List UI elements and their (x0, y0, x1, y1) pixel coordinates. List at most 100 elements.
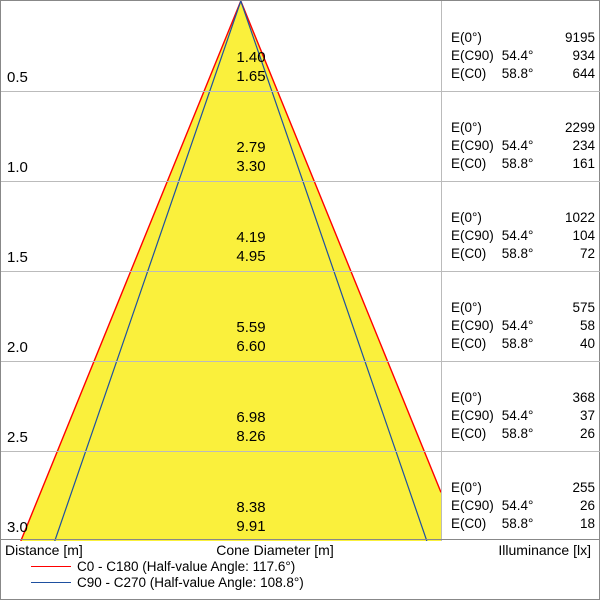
diameter-labels: 2.793.30 (201, 139, 301, 177)
chart-area: 0.51.401.65E(0°)9195E(C90)54.4°934E(C0)5… (1, 1, 600, 541)
illum-value: 104 (546, 227, 595, 245)
illum-angle: 58.8° (502, 155, 547, 173)
axis-label-diameter: Cone Diameter [m] (125, 542, 425, 558)
grid-row (1, 181, 600, 182)
diam-c90: 1.40 (201, 49, 301, 68)
distance-label: 2.5 (7, 429, 28, 446)
grid-row (1, 451, 600, 452)
diameter-labels: 1.401.65 (201, 49, 301, 87)
illum-value: 934 (546, 47, 595, 65)
illum-key: E(C90) (451, 497, 502, 515)
illuminance-block: E(0°) 368 E(C90)54.4°37 E(C0)58.8°26 (451, 389, 595, 444)
diam-c0: 3.30 (201, 158, 301, 177)
grid-row (1, 91, 600, 92)
illum-angle (502, 119, 547, 137)
illum-key: E(0°) (451, 29, 502, 47)
legend-c90: C90 - C270 (Half-value Angle: 108.8°) (5, 575, 597, 590)
axis-label-illuminance: Illuminance [lx] (425, 542, 597, 558)
illum-value: 26 (546, 497, 595, 515)
illum-key: E(C0) (451, 335, 502, 353)
illuminance-block: E(0°) 2299 E(C90)54.4°234 E(C0)58.8°161 (451, 119, 595, 174)
illum-key: E(0°) (451, 299, 502, 317)
illuminance-block: E(0°) 1022 E(C90)54.4°104 E(C0)58.8°72 (451, 209, 595, 264)
illum-angle: 54.4° (502, 317, 547, 335)
illum-angle: 58.8° (502, 425, 547, 443)
grid-row (1, 361, 600, 362)
legend-swatch-c90 (31, 582, 71, 583)
illum-key: E(0°) (451, 209, 502, 227)
illum-angle (502, 29, 547, 47)
illum-value: 9195 (546, 29, 595, 47)
illum-angle: 58.8° (502, 65, 547, 83)
illum-value: 1022 (546, 209, 595, 227)
illum-value: 644 (546, 65, 595, 83)
illum-angle (502, 479, 547, 497)
distance-label: 2.0 (7, 339, 28, 356)
illum-value: 575 (546, 299, 595, 317)
diameter-labels: 8.389.91 (201, 499, 301, 537)
diam-c90: 4.19 (201, 229, 301, 248)
diam-c90: 6.98 (201, 409, 301, 428)
distance-label: 1.5 (7, 249, 28, 266)
illum-value: 161 (546, 155, 595, 173)
illum-value: 72 (546, 245, 595, 263)
diam-c0: 4.95 (201, 248, 301, 267)
illum-value: 37 (546, 407, 595, 425)
illum-key: E(C90) (451, 227, 502, 245)
legend-swatch-c0 (31, 566, 71, 567)
illum-angle (502, 209, 547, 227)
illum-angle: 54.4° (502, 497, 547, 515)
diameter-labels: 4.194.95 (201, 229, 301, 267)
diam-c90: 8.38 (201, 499, 301, 518)
diam-c0: 1.65 (201, 68, 301, 87)
illum-angle: 54.4° (502, 227, 547, 245)
diam-c0: 6.60 (201, 338, 301, 357)
illum-key: E(C90) (451, 317, 502, 335)
illum-key: E(0°) (451, 479, 502, 497)
illum-angle: 58.8° (502, 515, 547, 533)
illum-key: E(0°) (451, 389, 502, 407)
illum-value: 368 (546, 389, 595, 407)
illum-angle: 54.4° (502, 137, 547, 155)
illum-value: 18 (546, 515, 595, 533)
illum-key: E(C90) (451, 407, 502, 425)
diameter-labels: 6.988.26 (201, 409, 301, 447)
illum-angle: 54.4° (502, 407, 547, 425)
illum-key: E(C0) (451, 245, 502, 263)
distance-label: 0.5 (7, 69, 28, 86)
diam-c0: 8.26 (201, 428, 301, 447)
footer: Distance [m] Cone Diameter [m] Illuminan… (1, 539, 600, 599)
illum-angle (502, 389, 547, 407)
legend-label-c90: C90 - C270 (Half-value Angle: 108.8°) (77, 575, 304, 590)
grid-row (1, 271, 600, 272)
illum-key: E(C90) (451, 47, 502, 65)
illum-angle: 58.8° (502, 335, 547, 353)
illum-key: E(0°) (451, 119, 502, 137)
illum-value: 58 (546, 317, 595, 335)
illum-value: 2299 (546, 119, 595, 137)
illum-key: E(C0) (451, 155, 502, 173)
illuminance-block: E(0°)9195E(C90)54.4°934E(C0)58.8°644 (451, 29, 595, 84)
illum-key: E(C90) (451, 137, 502, 155)
illuminance-block: E(0°) 575 E(C90)54.4°58 E(C0)58.8°40 (451, 299, 595, 354)
illum-key: E(C0) (451, 515, 502, 533)
illum-value: 40 (546, 335, 595, 353)
illuminance-block: E(0°) 255 E(C90)54.4°26 E(C0)58.8°18 (451, 479, 595, 534)
illum-angle (502, 299, 547, 317)
cone-diagram-container: 0.51.401.65E(0°)9195E(C90)54.4°934E(C0)5… (0, 0, 600, 600)
diam-c90: 2.79 (201, 139, 301, 158)
diameter-labels: 5.596.60 (201, 319, 301, 357)
illum-value: 255 (546, 479, 595, 497)
diam-c0: 9.91 (201, 518, 301, 537)
illum-angle: 58.8° (502, 245, 547, 263)
illum-key: E(C0) (451, 425, 502, 443)
illum-value: 26 (546, 425, 595, 443)
illum-key: E(C0) (451, 65, 502, 83)
axis-label-distance: Distance [m] (5, 542, 125, 558)
distance-label: 3.0 (7, 519, 28, 536)
illum-value: 234 (546, 137, 595, 155)
diam-c90: 5.59 (201, 319, 301, 338)
legend-c0: C0 - C180 (Half-value Angle: 117.6°) (5, 559, 597, 574)
distance-label: 1.0 (7, 159, 28, 176)
legend-label-c0: C0 - C180 (Half-value Angle: 117.6°) (77, 559, 295, 574)
